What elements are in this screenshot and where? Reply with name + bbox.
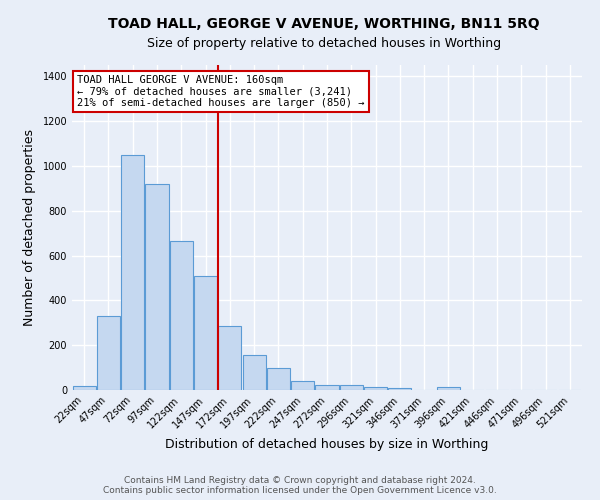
Bar bbox=[388, 388, 412, 390]
Bar bbox=[170, 241, 193, 390]
Text: TOAD HALL GEORGE V AVENUE: 160sqm
← 79% of detached houses are smaller (3,241)
2: TOAD HALL GEORGE V AVENUE: 160sqm ← 79% … bbox=[77, 74, 365, 108]
Bar bbox=[242, 356, 266, 390]
Bar bbox=[364, 386, 387, 390]
Bar bbox=[121, 154, 144, 390]
Text: TOAD HALL, GEORGE V AVENUE, WORTHING, BN11 5RQ: TOAD HALL, GEORGE V AVENUE, WORTHING, BN… bbox=[108, 18, 540, 32]
X-axis label: Distribution of detached houses by size in Worthing: Distribution of detached houses by size … bbox=[166, 438, 488, 451]
Bar bbox=[97, 316, 120, 390]
Text: Contains HM Land Registry data © Crown copyright and database right 2024.
Contai: Contains HM Land Registry data © Crown c… bbox=[103, 476, 497, 495]
Bar bbox=[340, 385, 363, 390]
Bar bbox=[218, 326, 241, 390]
Bar bbox=[194, 276, 217, 390]
Bar bbox=[291, 381, 314, 390]
Bar bbox=[145, 184, 169, 390]
Text: Size of property relative to detached houses in Worthing: Size of property relative to detached ho… bbox=[147, 38, 501, 51]
Bar bbox=[73, 386, 95, 390]
Y-axis label: Number of detached properties: Number of detached properties bbox=[23, 129, 35, 326]
Bar bbox=[316, 385, 338, 390]
Bar bbox=[437, 388, 460, 390]
Bar bbox=[267, 368, 290, 390]
